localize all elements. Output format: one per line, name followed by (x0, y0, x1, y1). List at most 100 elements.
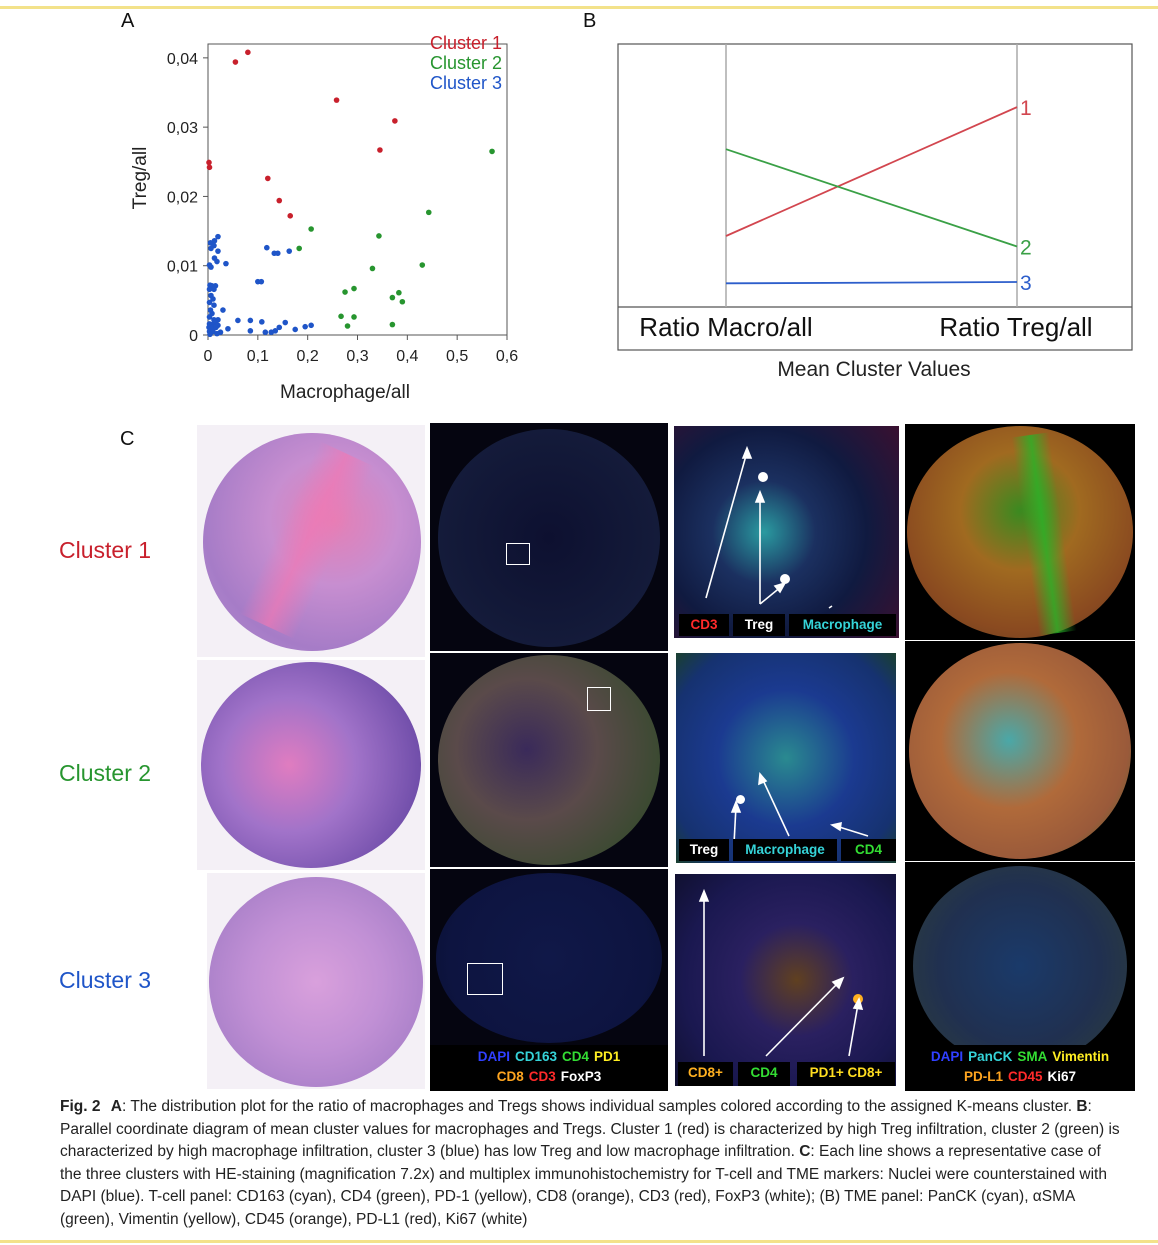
he-image-cluster-2 (197, 660, 425, 870)
caption-c-label: C (799, 1143, 811, 1160)
tag-pd1-cd8: PD1+ CD8+ (797, 1062, 895, 1086)
parallel-frame (617, 43, 1133, 351)
scatter-point-cluster-1 (245, 49, 251, 56)
tag-macrophage: Macrophage (789, 614, 896, 636)
row-label-cluster-3: Cluster 3 (59, 967, 152, 993)
legend-marker-ki67: Ki67 (1047, 1069, 1077, 1084)
caption-a-text: : The distribution plot for the ratio of… (122, 1098, 1077, 1115)
scatter-point-cluster-3 (220, 307, 226, 313)
scatter-point-cluster-3 (214, 330, 220, 337)
scatter-point-cluster-2 (296, 245, 302, 252)
x-tick-label: 0,5 (446, 348, 468, 365)
legend-marker-pd-l1: PD-L1 (963, 1069, 1003, 1084)
caption-c-text: : Each line shows a representative case … (60, 1143, 1107, 1228)
legend-marker-cd45: CD45 (1007, 1069, 1043, 1084)
scatter-point-cluster-3 (208, 245, 214, 252)
tag-cd3: CD3 (679, 614, 729, 636)
tme-image-cluster-2 (905, 641, 1135, 861)
zoom-region-box (587, 687, 611, 711)
scatter-point-cluster-3 (207, 331, 213, 338)
y-tick-label: 0,04 (167, 51, 198, 68)
legend-cluster-3: Cluster 3 (430, 73, 502, 93)
scatter-point-cluster-3 (272, 328, 279, 334)
x-tick-label: 0 (204, 348, 213, 365)
scatter-point-cluster-2 (351, 285, 357, 292)
scatter-point-cluster-3 (213, 324, 219, 331)
legend-marker-dapi: DAPI (477, 1049, 510, 1064)
zoom-image-cluster-3 (675, 874, 896, 1086)
scatter-point-cluster-3 (302, 323, 308, 330)
scatter-point-cluster-3 (211, 286, 217, 293)
tcell-image-cluster-2 (430, 653, 668, 867)
scatter-point-cluster-1 (206, 164, 213, 171)
scatter-point-cluster-2 (389, 294, 396, 301)
tag-cd4: CD4 (841, 839, 896, 861)
category-label-treg: Ratio Treg/all (939, 312, 1092, 342)
scatter-point-cluster-3 (258, 278, 265, 285)
scatter-point-cluster-3 (292, 326, 299, 333)
zoom-region-box (467, 963, 503, 995)
scatter-point-cluster-3 (308, 322, 314, 329)
y-tick-label: 0,01 (167, 259, 198, 276)
scatter-point-cluster-3 (276, 324, 283, 331)
tag-treg: Treg (679, 839, 729, 861)
tme-image-cluster-1 (905, 424, 1135, 640)
scatter-point-cluster-3 (274, 250, 281, 257)
scatter-point-cluster-1 (287, 213, 294, 219)
scatter-x-axis-label: Macrophage/all (280, 382, 410, 403)
zoom-arrows (698, 445, 869, 1057)
scatter-point-cluster-3 (259, 319, 265, 325)
tme-legend-line-1: DAPI PanCK SMA Vimentin (905, 1049, 1135, 1064)
scatter-point-cluster-3 (282, 319, 289, 326)
line-label-cluster-3: 3 (1020, 272, 1032, 295)
scatter-point-cluster-2 (338, 313, 344, 320)
parallel-line-cluster-2 (725, 148, 1018, 248)
scatter-point-cluster-3 (223, 260, 229, 267)
scatter-point-cluster-2 (369, 265, 376, 272)
x-tick-label: 0,1 (247, 348, 269, 365)
scatter-point-cluster-2 (308, 226, 314, 232)
legend-marker-cd3: CD3 (528, 1069, 556, 1084)
scatter-point-cluster-3 (247, 317, 254, 324)
tcell-legend-line-1: DAPI CD163 CD4 PD1 (430, 1049, 668, 1064)
scatter-point-cluster-3 (208, 264, 214, 270)
scatter-point-cluster-3 (210, 296, 216, 302)
legend-marker-vimentin: Vimentin (1052, 1049, 1110, 1064)
scatter-point-cluster-2 (419, 262, 426, 268)
tcell-panel-legend: DAPI CD163 CD4 PD1 CD8 CD3 FoxP3 (430, 1045, 668, 1091)
top-rule (0, 6, 1158, 9)
scatter-point-cluster-1 (276, 197, 283, 204)
scatter-point-cluster-1 (333, 97, 340, 103)
tme-legend-line-2: PD-L1 CD45 Ki67 (905, 1069, 1135, 1084)
scatter-point-cluster-3 (215, 233, 221, 240)
legend-marker-cd8: CD8 (496, 1069, 524, 1084)
legend-marker-foxp3: FoxP3 (560, 1069, 602, 1084)
row-label-cluster-1: Cluster 1 (59, 537, 152, 563)
scatter-point-cluster-3 (215, 248, 221, 254)
tag-macrophage: Macrophage (733, 839, 837, 861)
parallel-line-cluster-1 (725, 106, 1018, 237)
parallel-coordinate-plot: 1 2 3 Ratio Macro/all Ratio Treg/all Mean … (617, 43, 1133, 381)
scatter-point-cluster-3 (225, 325, 231, 332)
caption-b-label: B (1076, 1098, 1088, 1115)
scatter-point-cluster-2 (342, 289, 348, 295)
scatter-point-cluster-2 (399, 298, 406, 305)
scatter-point-cluster-2 (489, 148, 495, 155)
scatter-point-cluster-3 (214, 258, 220, 265)
scatter-point-cluster-3 (262, 329, 269, 336)
category-label-macro: Ratio Macro/all (639, 312, 812, 342)
scatter-point-cluster-2 (425, 209, 432, 216)
scatter-point-cluster-2 (376, 233, 382, 239)
x-tick-label: 0,4 (396, 348, 418, 365)
legend-cluster-1: Cluster 1 (430, 33, 502, 53)
scatter-point-cluster-1 (265, 175, 271, 182)
legend-cluster-2: Cluster 2 (430, 53, 502, 73)
scatter-point-cluster-2 (351, 314, 357, 320)
zoom-region-box (506, 543, 530, 565)
scatter-y-axis-label: Treg/all (130, 147, 151, 210)
scatter-point-cluster-2 (396, 289, 402, 296)
parallel-line-cluster-3 (725, 281, 1018, 285)
parallel-x-axis-label: Mean Cluster Values (777, 358, 970, 381)
figure-caption: Fig. 2 A: The distribution plot for the … (60, 1096, 1125, 1231)
tcell-legend-line-2: CD8 CD3 FoxP3 (430, 1069, 668, 1084)
